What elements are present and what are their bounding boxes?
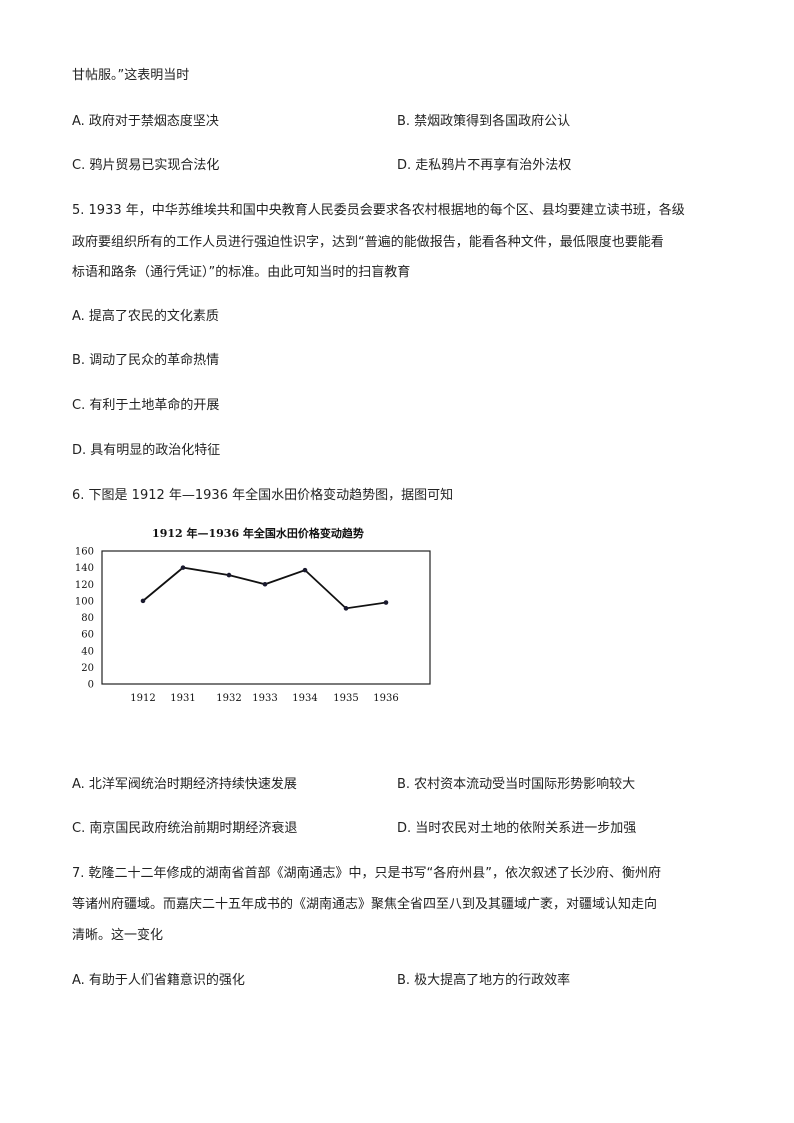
q4-option-b: B. 禁烟政策得到各国政府公认: [397, 114, 571, 129]
price-trend-chart: 1912 年—1936 年全国水田价格变动趋势 0 20 40 60 80 100 120 1…: [75, 526, 431, 704]
q5-stem-line: 政府要组织所有的工作人员进行强迫性识字，达到“普遍的能做报告，能看各种文件，最低…: [72, 235, 664, 250]
q5-option-b: B. 调动了民众的革命热情: [72, 353, 220, 368]
q4-option-d: D. 走私鸦片不再享有治外法权: [397, 158, 572, 173]
y-tick-label: 60: [81, 630, 94, 641]
y-tick-label: 140: [75, 563, 94, 574]
q6-option-d: D. 当时农民对土地的依附关系进一步加强: [397, 821, 637, 836]
data-point: [302, 567, 308, 573]
q5-option-c: C. 有利于土地革命的开展: [72, 398, 220, 413]
q5-option-a: A. 提高了农民的文化素质: [72, 309, 219, 324]
q4-option-a: A. 政府对于禁烟态度坚决: [72, 114, 219, 129]
q6-option-b: B. 农村资本流动受当时国际形势影响较大: [397, 777, 636, 792]
y-tick-label: 120: [75, 580, 94, 591]
q6-stem: 6. 下图是 1912 年—1936 年全国水田价格变动趋势图，据图可知: [72, 488, 454, 503]
q6-option-c: C. 南京国民政府统治前期时期经济衰退: [72, 821, 298, 836]
data-point: [180, 565, 186, 570]
q4-option-c: C. 鸦片贸易已实现合法化: [72, 158, 220, 173]
q5-option-d: D. 具有明显的政治化特征: [72, 443, 221, 458]
data-point: [383, 600, 389, 605]
series-line: [142, 566, 387, 610]
y-tick-label: 20: [81, 663, 94, 674]
y-tick-label: 0: [88, 680, 94, 691]
x-tick-label: 1936: [373, 693, 398, 704]
data-point: [343, 606, 349, 611]
q7-option-b: B. 极大提高了地方的行政效率: [397, 973, 571, 988]
y-tick-label: 80: [81, 613, 94, 624]
x-tick-label: 1934: [292, 693, 317, 704]
x-tick-label: 1931: [170, 693, 195, 704]
data-point: [226, 572, 232, 578]
x-tick-label: 1932: [216, 693, 241, 704]
chart-title: 1912 年—1936 年全国水田价格变动趋势: [152, 526, 364, 540]
x-tick-label: 1933: [252, 693, 277, 704]
q4-stem-tail: 甘帖服。”这表明当时: [72, 68, 190, 83]
plot-frame: [101, 550, 431, 685]
y-tick-label: 160: [75, 547, 94, 558]
q7-option-a: A. 有助于人们省籍意识的强化: [72, 973, 245, 988]
y-tick-label: 100: [75, 596, 94, 607]
q7-stem-line: 等诸州府疆域。而嘉庆二十五年成书的《湖南通志》聚焦全省四至八到及其疆域广袤，对疆…: [72, 897, 658, 912]
q5-stem-line: 5. 1933 年，中华苏维埃共和国中央教育人民委员会要求各农村根据地的每个区、…: [72, 203, 685, 218]
x-tick-label: 1935: [333, 693, 358, 704]
q7-stem-line: 清晰。这一变化: [72, 928, 164, 943]
q5-stem-line: 标语和路条（通行凭证）”的标准。由此可知当时的扫盲教育: [72, 265, 411, 280]
q6-option-a: A. 北洋军阀统治时期经济持续快速发展: [72, 777, 297, 792]
x-tick-label: 1912: [130, 693, 155, 704]
y-tick-label: 40: [81, 646, 94, 657]
data-point: [262, 581, 268, 587]
q7-stem-line: 7. 乾隆二十二年修成的湖南省首部《湖南通志》中，只是书写“各府州县”，依次叙述…: [72, 866, 662, 881]
data-point: [140, 598, 146, 604]
